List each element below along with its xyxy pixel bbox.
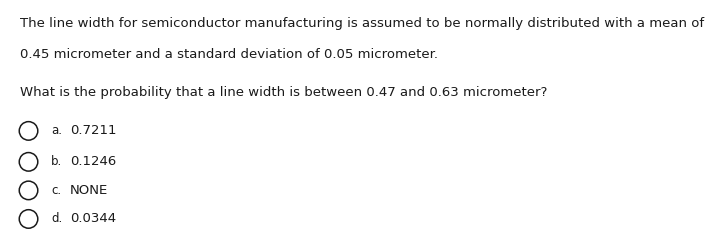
Text: 0.1246: 0.1246: [70, 155, 116, 168]
Text: NONE: NONE: [70, 184, 108, 197]
Text: b.: b.: [51, 155, 63, 168]
Text: The line width for semiconductor manufacturing is assumed to be normally distrib: The line width for semiconductor manufac…: [20, 17, 704, 30]
Text: c.: c.: [51, 184, 61, 197]
Text: d.: d.: [51, 213, 63, 225]
Text: 0.7211: 0.7211: [70, 124, 116, 137]
Text: 0.45 micrometer and a standard deviation of 0.05 micrometer.: 0.45 micrometer and a standard deviation…: [20, 48, 438, 61]
Text: a.: a.: [51, 124, 62, 137]
Text: What is the probability that a line width is between 0.47 and 0.63 micrometer?: What is the probability that a line widt…: [20, 86, 548, 99]
Text: 0.0344: 0.0344: [70, 213, 116, 225]
